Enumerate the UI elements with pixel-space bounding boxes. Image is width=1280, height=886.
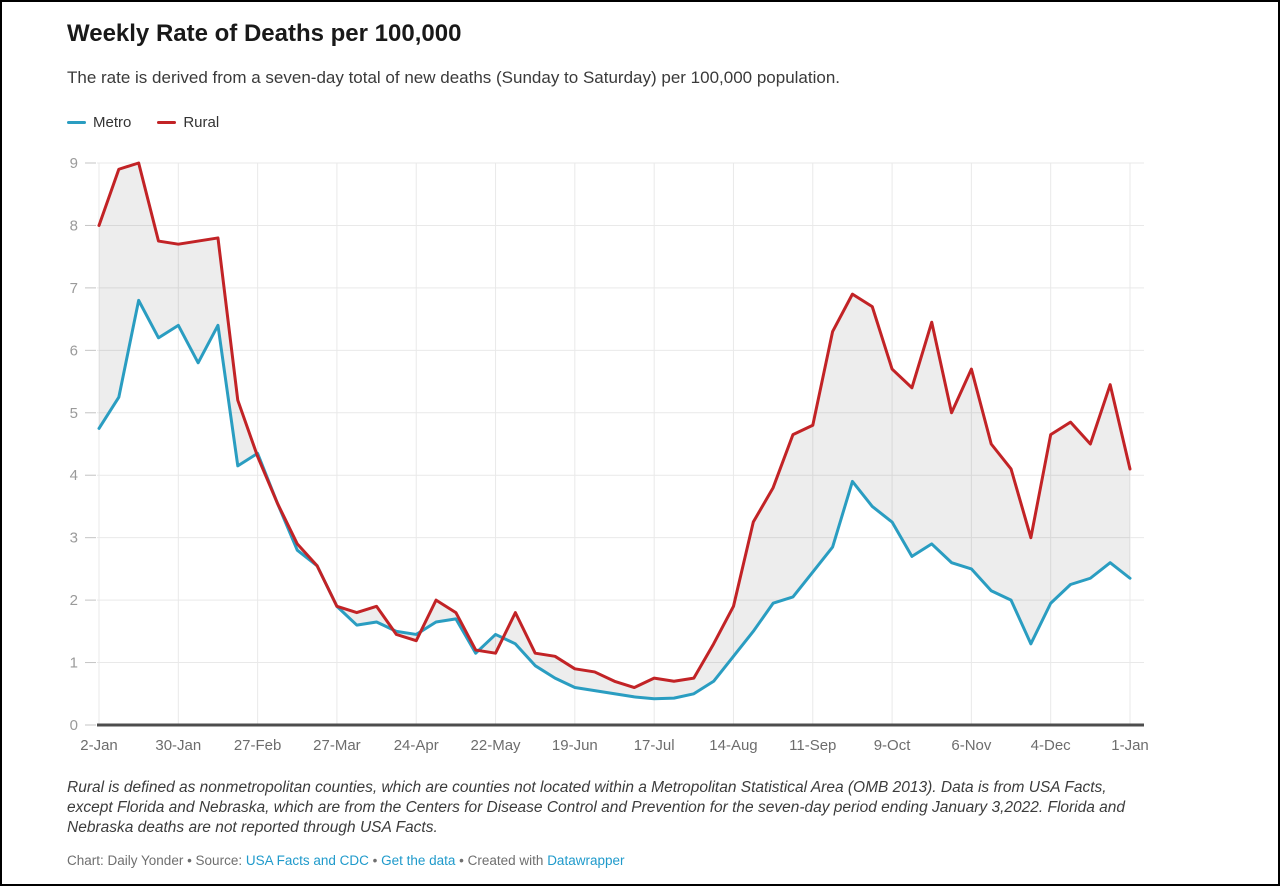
- rural-line: [97, 161, 1132, 690]
- chart-subtitle: The rate is derived from a seven-day tot…: [67, 68, 841, 87]
- legend-item-metro: Metro: [67, 114, 131, 131]
- x-tick-label: 14-Aug: [709, 737, 757, 754]
- y-tick-label: 7: [70, 280, 78, 297]
- x-tick-label: 24-Apr: [394, 737, 439, 754]
- metro-line-swatch: [67, 121, 86, 124]
- get-the-data-link[interactable]: Get the data: [381, 853, 456, 868]
- y-tick-label: 0: [70, 717, 78, 734]
- chart-title: Weekly Rate of Deaths per 100,000: [67, 20, 462, 47]
- credit-separator-1: •: [368, 853, 382, 868]
- legend-label-metro: Metro: [93, 114, 132, 131]
- credit-prefix: Chart: Daily Yonder • Source:: [67, 853, 246, 868]
- datawrapper-link[interactable]: Datawrapper: [547, 853, 625, 868]
- credit-line: Chart: Daily Yonder • Source: USA Facts …: [67, 853, 624, 868]
- y-tick-label: 1: [70, 655, 78, 672]
- footnote: Rural is defined as nonmetropolitan coun…: [67, 779, 1126, 836]
- x-tick-label: 22-May: [471, 737, 522, 754]
- x-tick-label: 2-Jan: [80, 737, 118, 754]
- metro-rural-gap-band: [99, 163, 1130, 699]
- legend-item-rural: Rural: [157, 114, 219, 131]
- x-tick-label: 11-Sep: [789, 737, 836, 754]
- y-tick-label: 3: [70, 530, 78, 547]
- y-tick-label: 2: [70, 592, 78, 609]
- x-tick-label: 6-Nov: [951, 737, 992, 754]
- x-tick-label: 27-Feb: [234, 737, 282, 754]
- x-tick-label: 17-Jul: [634, 737, 675, 754]
- legend-label-rural: Rural: [183, 114, 220, 131]
- y-tick-label: 4: [70, 467, 78, 484]
- y-tick-label: 5: [70, 405, 78, 422]
- x-tick-label: 30-Jan: [155, 737, 201, 754]
- x-tick-label: 4-Dec: [1031, 737, 1072, 754]
- rural-line-swatch: [157, 121, 177, 124]
- y-tick-label: 9: [70, 155, 78, 172]
- y-tick-label: 6: [70, 342, 78, 359]
- x-tick-label: 27-Mar: [313, 737, 361, 754]
- y-tick-label: 8: [70, 217, 78, 234]
- x-tick-label: 19-Jun: [552, 737, 598, 754]
- x-tick-label: 9-Oct: [874, 737, 912, 754]
- x-tick-label: 1-Jan: [1111, 737, 1149, 754]
- source-link[interactable]: USA Facts and CDC: [245, 853, 369, 868]
- credit-separator-2: • Created with: [455, 853, 548, 868]
- legend: Metro Rural: [67, 114, 219, 131]
